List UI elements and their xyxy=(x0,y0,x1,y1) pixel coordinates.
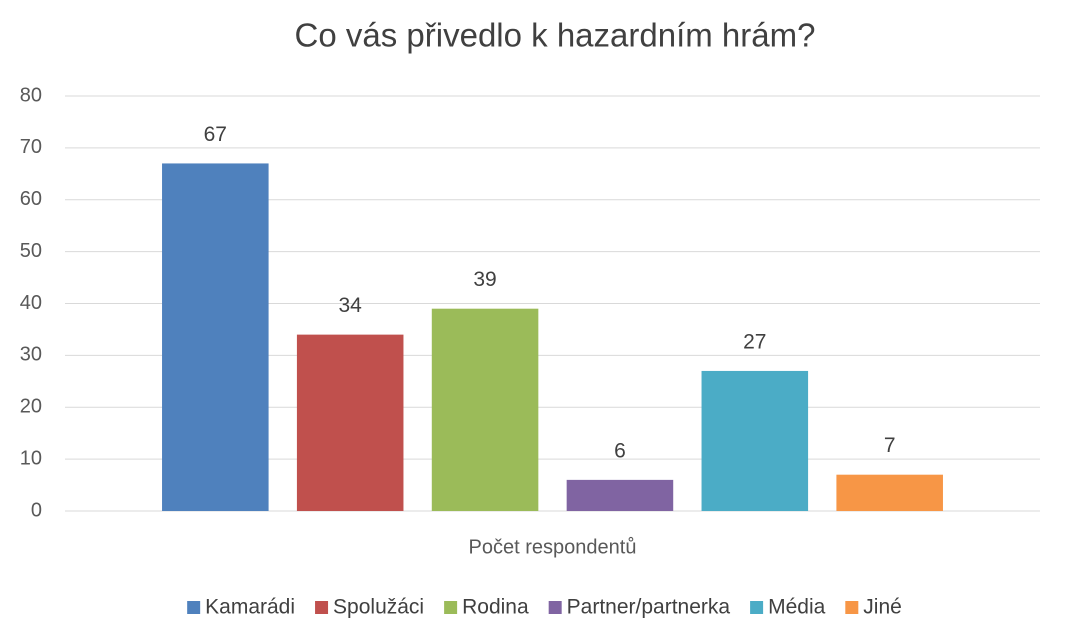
legend-label: Spolužáci xyxy=(333,596,424,619)
data-label: 7 xyxy=(884,434,896,457)
legend-label: Jiné xyxy=(863,596,902,619)
legend-swatch xyxy=(187,601,201,614)
legend-swatch xyxy=(845,601,859,614)
y-tick-label: 60 xyxy=(20,188,42,210)
legend-swatch xyxy=(444,601,458,614)
data-label: 39 xyxy=(473,268,496,291)
data-label: 6 xyxy=(614,439,626,462)
bar xyxy=(162,163,269,511)
y-tick-label: 70 xyxy=(20,136,42,158)
x-tick-label: Počet respondentů xyxy=(469,536,637,558)
bar xyxy=(431,308,539,511)
legend-label: Kamarádi xyxy=(205,596,295,619)
data-label: 34 xyxy=(339,294,363,317)
legend-label: Rodina xyxy=(462,596,529,619)
legend-label: Média xyxy=(768,596,826,619)
legend-swatch xyxy=(750,601,764,614)
y-tick-label: 20 xyxy=(20,396,42,418)
y-tick-label: 80 xyxy=(20,84,42,106)
legend-swatch xyxy=(548,601,562,614)
bar xyxy=(836,474,943,511)
bar xyxy=(566,479,674,511)
bar xyxy=(701,370,809,511)
data-label: 67 xyxy=(204,123,227,146)
y-tick-label: 50 xyxy=(20,240,42,262)
chart-title: Co vás přivedlo k hazardním hrám? xyxy=(295,17,816,54)
bar xyxy=(296,334,404,511)
legend-label: Partner/partnerka xyxy=(567,596,731,619)
y-tick-label: 40 xyxy=(20,292,42,314)
legend-swatch xyxy=(315,601,329,614)
y-tick-label: 0 xyxy=(31,499,42,521)
y-tick-label: 30 xyxy=(20,344,42,366)
data-label: 27 xyxy=(743,330,766,353)
y-tick-label: 10 xyxy=(20,447,42,469)
